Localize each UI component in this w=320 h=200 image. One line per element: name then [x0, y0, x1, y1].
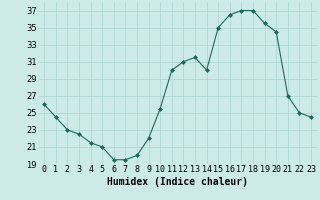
X-axis label: Humidex (Indice chaleur): Humidex (Indice chaleur) — [107, 177, 248, 187]
